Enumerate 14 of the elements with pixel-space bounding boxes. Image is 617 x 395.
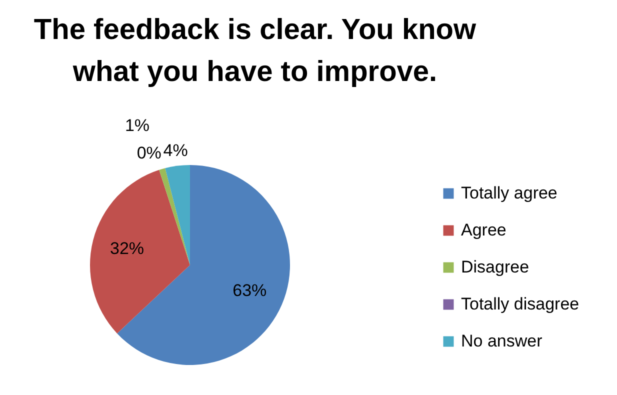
legend-label: No answer (461, 332, 543, 350)
legend-label: Totally agree (461, 184, 558, 202)
pie-slice (159, 168, 190, 265)
chart-title: The feedback is clear. You know what you have to improve. (34, 14, 477, 88)
data-label: 63% (232, 280, 267, 300)
pie-slice (90, 170, 190, 334)
text: 0% (136, 144, 162, 163)
legend-label: Totally disagree (461, 294, 580, 314)
legend-label: Agree (461, 220, 506, 240)
data-label: 4% (163, 140, 188, 160)
data-label: 32% (110, 238, 144, 258)
legend-label: Disagree (461, 258, 530, 276)
pie-slice (165, 165, 190, 265)
data-label: 1% (124, 116, 150, 135)
